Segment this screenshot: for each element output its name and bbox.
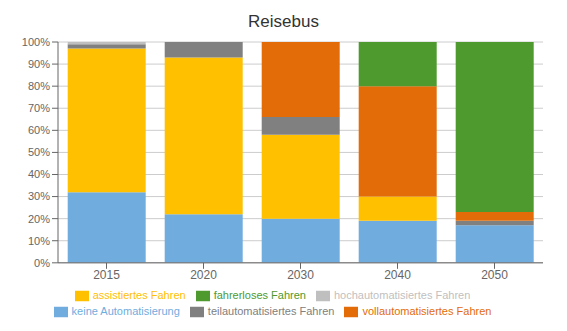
svg-text:2050: 2050 [481, 268, 508, 282]
svg-text:2015: 2015 [93, 268, 120, 282]
svg-text:10%: 10% [28, 235, 50, 247]
html-text:keine Automatisierung: keine Automatisierung [71, 304, 180, 317]
svg-text:40%: 40% [28, 168, 50, 180]
svg-text:100%: 100% [22, 36, 50, 48]
svg-text:0%: 0% [34, 257, 50, 269]
svg-text:80%: 80% [28, 80, 50, 92]
svg-text:30%: 30% [28, 190, 50, 202]
svg-text:2030: 2030 [287, 268, 314, 282]
html-text:vollautomatisiertes Fahren: vollautomatisiertes Fahren [362, 304, 492, 317]
svg-text:90%: 90% [28, 58, 50, 70]
html-text:fahrerloses Fahren: fahrerloses Fahren [213, 288, 306, 301]
svg-text:50%: 50% [28, 146, 50, 158]
html-text:Reisebus: Reisebus [248, 12, 319, 31]
svg-text:2040: 2040 [384, 268, 411, 282]
html-text:hochautomatisiertes Fahren: hochautomatisiertes Fahren [334, 288, 471, 301]
svg-text:20%: 20% [28, 213, 50, 225]
html-text:teilautomatisiertes Fahren: teilautomatisiertes Fahren [207, 304, 335, 317]
svg-text:60%: 60% [28, 124, 50, 136]
svg-text:70%: 70% [28, 102, 50, 114]
svg-text:2020: 2020 [190, 268, 217, 282]
html-text:assistiertes Fahren: assistiertes Fahren [92, 288, 186, 301]
